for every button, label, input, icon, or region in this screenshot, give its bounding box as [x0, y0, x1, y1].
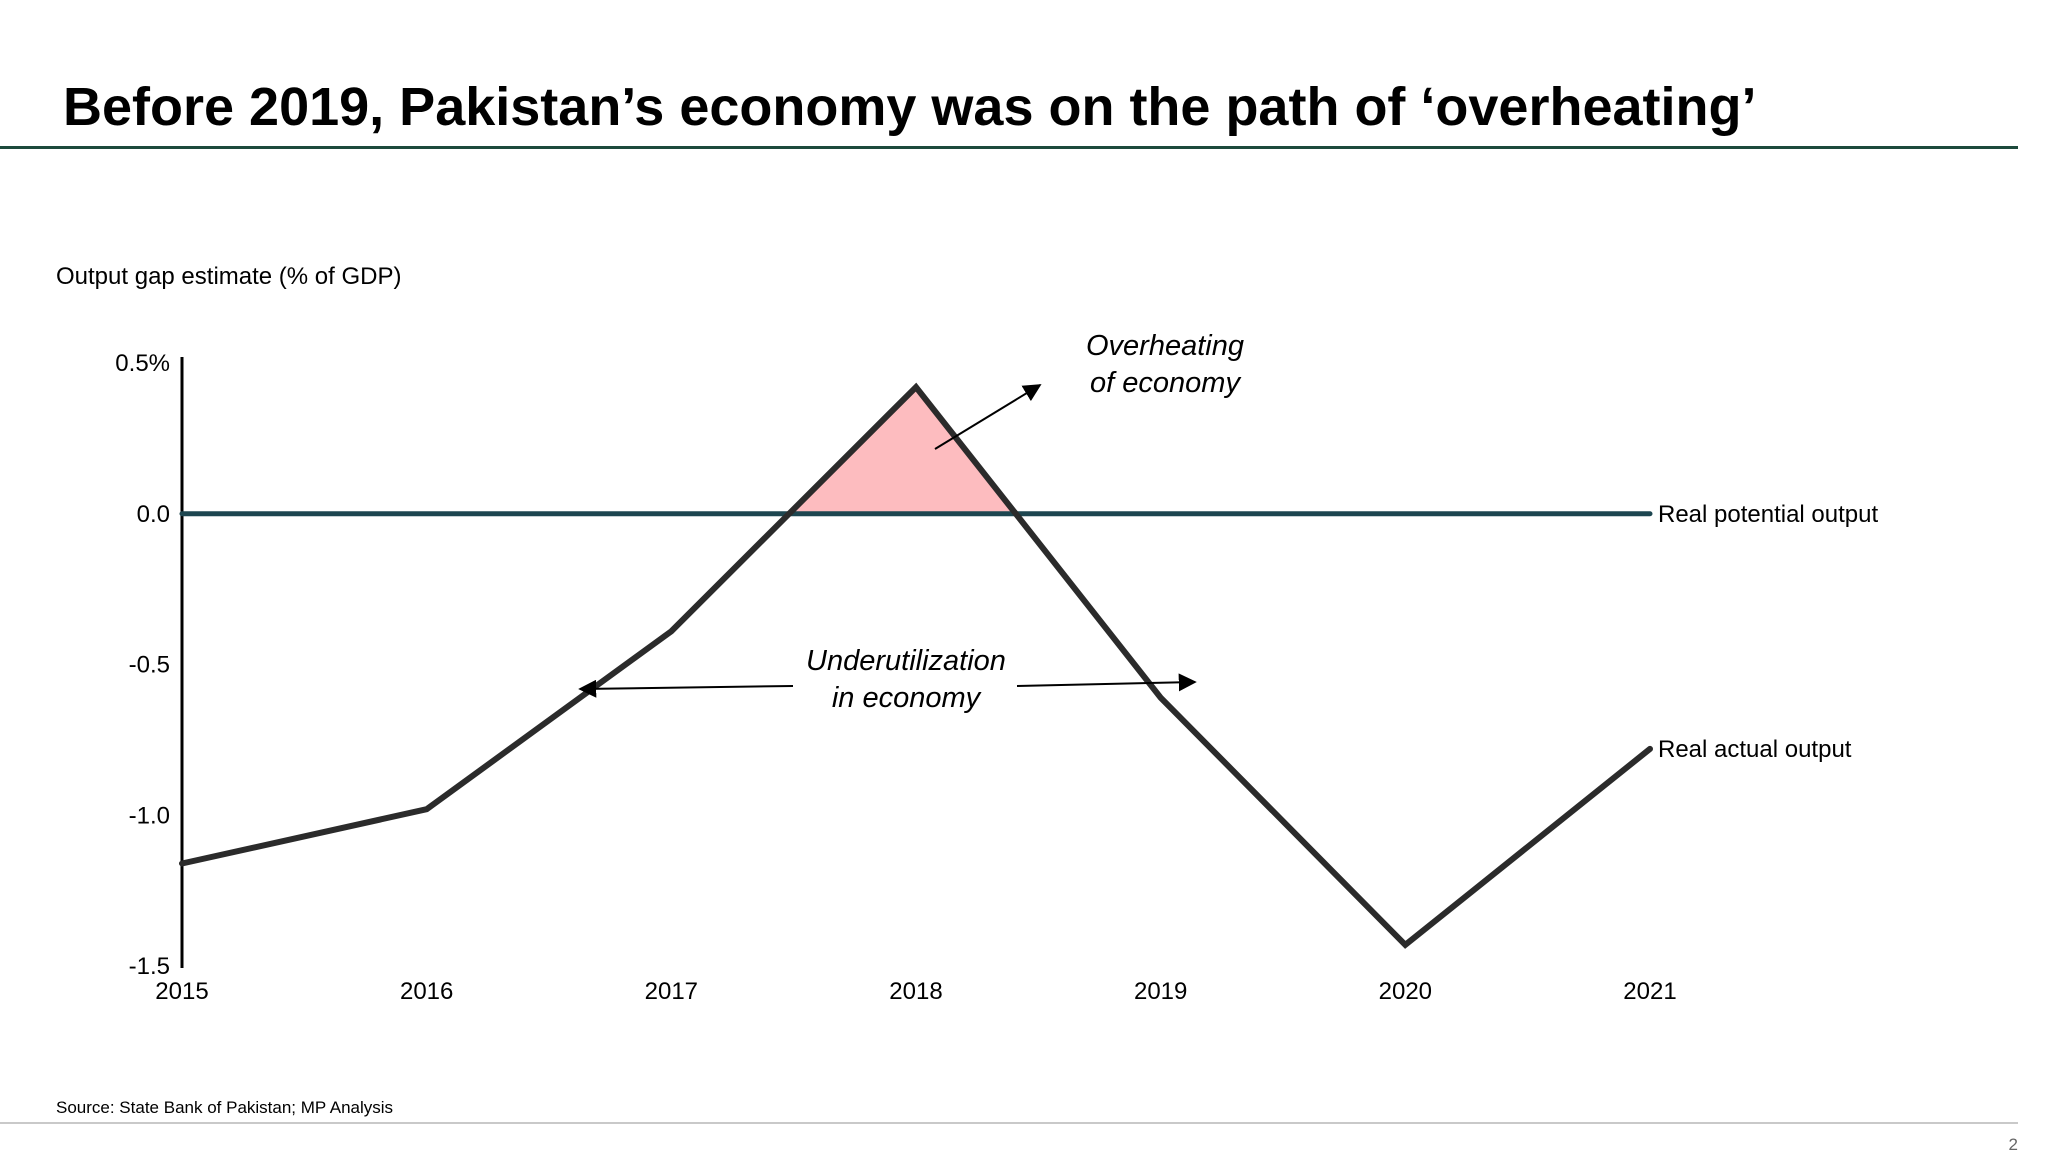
series-label: Real potential output	[1658, 501, 1878, 528]
page-number: 2	[2008, 1135, 2018, 1154]
x-tick-label: 2015	[155, 978, 208, 1005]
x-tick-label: 2020	[1379, 978, 1432, 1005]
footer-divider	[0, 1122, 2018, 1124]
annotation-overheating-line: Overheating	[1086, 330, 1244, 362]
series-line-real-actual-output	[179, 382, 1653, 949]
annotation-overheating-line: of economy	[1090, 367, 1241, 399]
annotation-arrow-underutilization-right	[1016, 673, 1197, 692]
annotation-arrow-underutilization-left	[578, 679, 794, 698]
y-tick-label: 0.5%	[115, 350, 170, 377]
annotation-underutilization-line: Underutilization	[806, 645, 1006, 677]
source-note: Source: State Bank of Pakistan; MP Analy…	[56, 1098, 394, 1117]
x-tick-label: 2019	[1134, 978, 1187, 1005]
annotation-underutilization-line: in economy	[832, 682, 982, 714]
overheating-shaded-area	[789, 387, 1016, 514]
chart-subtitle: Output gap estimate (% of GDP)	[56, 263, 401, 290]
y-tick-label: 0.0	[137, 501, 170, 528]
annotation-overheating: Overheating of economy	[934, 330, 1244, 450]
y-tick-label: -0.5	[129, 652, 170, 679]
x-tick-label: 2021	[1623, 978, 1676, 1005]
x-tick-label: 2018	[889, 978, 942, 1005]
y-tick-label: -1.0	[129, 802, 170, 829]
slide-title: Before 2019, Pakistan’s economy was on t…	[63, 77, 1757, 137]
annotation-underutilization: Underutilization in economy	[578, 645, 1197, 714]
x-tick-label: 2017	[645, 978, 698, 1005]
x-tick-label: 2016	[400, 978, 453, 1005]
series-label: Real actual output	[1658, 736, 1852, 763]
y-tick-label: -1.5	[129, 953, 170, 980]
title-divider	[0, 146, 2018, 149]
annotation-arrow-overheating	[934, 384, 1042, 450]
